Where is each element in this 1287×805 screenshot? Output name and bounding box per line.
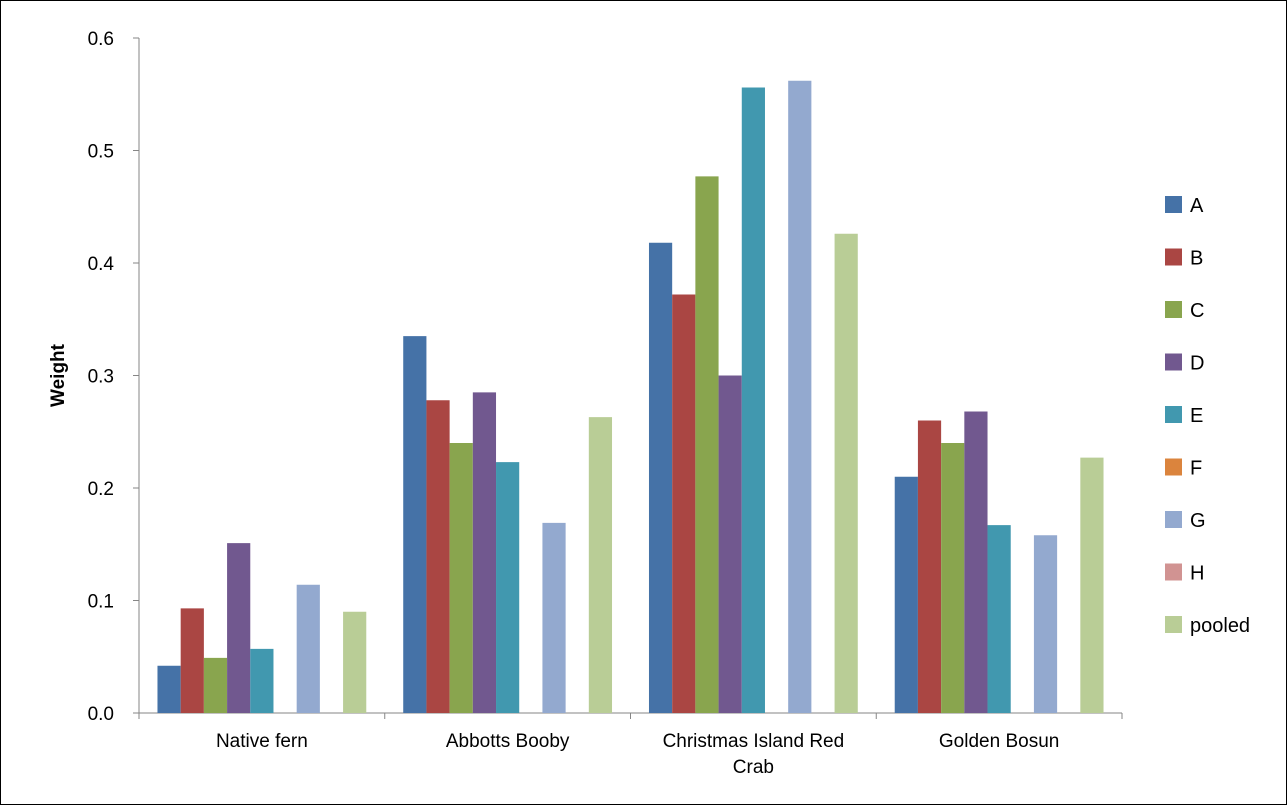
bar-E [250,648,274,713]
legend-swatch-pooled [1165,616,1182,633]
legend-label-G: G [1190,510,1206,532]
bar-C [449,443,473,713]
bar-A [403,336,427,713]
bar-D [964,411,988,713]
x-category-label-line: Abbotts Booby [446,731,570,752]
bar-G [296,584,320,713]
bar-C [695,176,719,713]
x-category-label-line: Golden Bosun [939,731,1059,752]
x-category-label: Christmas Island Red Crab [663,731,845,778]
legend-swatch-C [1165,301,1182,318]
y-tick-label: 0.5 [88,142,114,163]
bar-B [180,608,204,713]
legend-label-B: B [1190,248,1203,270]
legend-swatch-E [1165,406,1182,423]
legend-label-D: D [1190,353,1204,375]
bar-C [203,657,228,713]
x-category-label-line: Christmas Island Red [663,731,845,752]
bar-D [472,392,497,713]
bar-G [542,522,566,713]
bar-pooled [588,417,613,713]
y-tick-label: 0.0 [88,704,114,725]
bar-A [894,476,918,713]
y-tick-label: 0.4 [88,254,115,275]
legend-swatch-A [1165,196,1182,213]
y-tick-label: 0.1 [88,592,114,613]
x-category-label: Abbotts Booby [446,731,570,752]
bar-A [648,242,673,713]
y-tick-label: 0.2 [88,479,114,500]
bar-pooled [343,611,367,713]
legend-label-F: F [1190,458,1202,480]
bar-G [1033,535,1058,713]
legend-label-H: H [1190,563,1204,585]
y-tick-label: 0.3 [88,367,114,388]
bar-B [672,294,696,713]
x-category-label: Native fern [216,731,308,752]
bar-D [227,543,251,713]
bar-pooled [1080,457,1104,713]
legend-label-E: E [1190,405,1203,427]
bar-B [917,420,942,713]
legend-swatch-G [1165,511,1182,528]
legend-label-A: A [1190,195,1204,217]
x-category-label-line: Native fern [216,731,308,752]
legend-swatch-B [1165,248,1182,266]
bar-E [496,462,520,713]
legend-swatch-D [1165,353,1182,371]
bar-G [788,80,812,713]
bar-D [718,375,742,713]
legend-label-pooled: pooled [1190,615,1250,637]
y-tick-label: 0.6 [88,29,114,50]
x-category-label-line: Crab [733,757,774,778]
bar-C [941,443,965,713]
legend-swatch-H [1165,563,1182,581]
bar-A [157,665,181,713]
legend-label-C: C [1190,300,1204,322]
x-category-label: Golden Bosun [939,731,1059,752]
bar-B [426,400,450,713]
bar-pooled [834,233,858,713]
bar-E [987,525,1011,713]
y-axis-title: Weight [48,343,69,407]
legend-swatch-F [1165,458,1182,476]
bar-E [741,87,765,713]
